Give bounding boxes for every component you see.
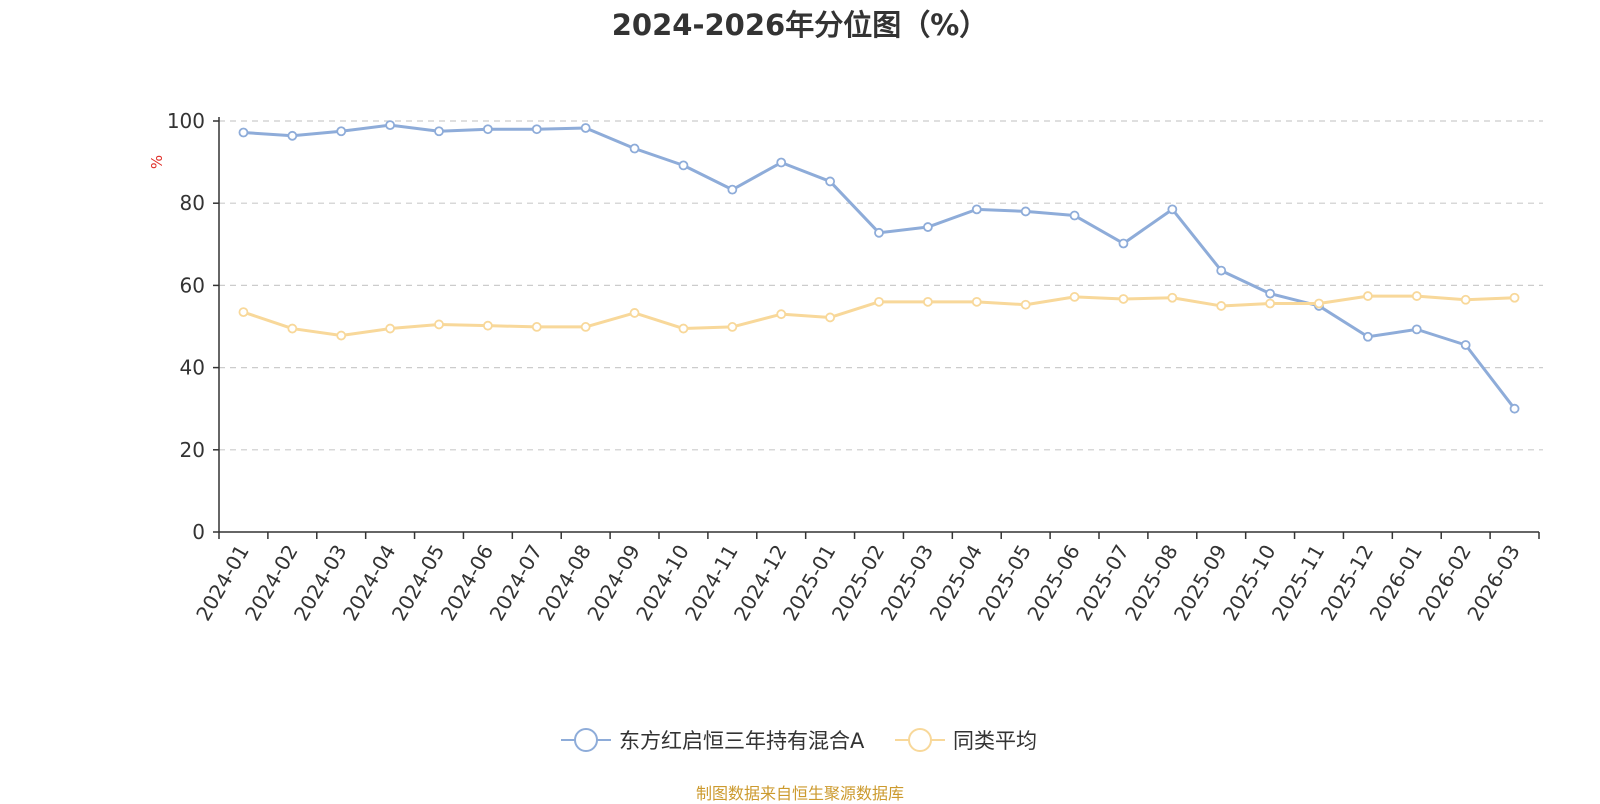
data-point — [629, 143, 640, 154]
data-point — [1167, 292, 1178, 303]
data-point — [776, 309, 787, 320]
data-point — [1314, 298, 1324, 309]
data-point — [825, 176, 836, 187]
y-axis-unit-label: % — [148, 155, 166, 169]
y-tick-label: 0 — [192, 520, 205, 544]
data-point — [385, 120, 396, 131]
data-point — [385, 323, 396, 334]
data-point — [1216, 265, 1227, 276]
data-point — [874, 296, 884, 307]
data-point — [434, 319, 444, 330]
data-point — [336, 126, 347, 137]
data-point — [727, 184, 738, 195]
y-tick-label: 100 — [167, 109, 205, 133]
data-point — [1460, 340, 1471, 350]
data-point — [874, 227, 884, 238]
y-tick-label: 20 — [180, 438, 205, 462]
data-point — [727, 322, 738, 332]
data-point — [678, 323, 689, 334]
data-point — [1265, 288, 1276, 299]
legend-label: 东方红启恒三年持有混合A — [619, 729, 865, 753]
series-line-1 — [243, 123, 1516, 410]
data-point — [1118, 294, 1129, 304]
series-lines — [238, 120, 1520, 414]
data-point — [776, 157, 787, 168]
legend-item-1[interactable]: 东方红启恒三年持有混合A — [561, 728, 865, 753]
source-note: 制图数据来自恒生聚源数据库 — [695, 784, 904, 803]
data-point — [1509, 403, 1520, 414]
data-point — [531, 124, 542, 135]
data-point — [580, 123, 591, 133]
axes: 020406080100%2024-012024-022024-032024-0… — [148, 109, 1540, 625]
data-point — [678, 160, 689, 171]
legend-item-2[interactable]: 同类平均 — [895, 728, 1037, 753]
data-point — [629, 308, 640, 318]
data-point — [1069, 210, 1080, 221]
data-point — [1460, 294, 1471, 305]
data-point — [1118, 238, 1129, 249]
y-tick-label: 40 — [180, 356, 205, 380]
data-point — [434, 126, 444, 137]
data-point — [1362, 291, 1373, 301]
data-point — [238, 307, 249, 318]
data-point — [1265, 298, 1276, 309]
data-point — [482, 320, 493, 331]
data-point — [971, 296, 982, 307]
data-point — [336, 330, 347, 341]
data-point — [922, 296, 933, 307]
y-tick-label: 60 — [180, 273, 205, 297]
legend-label: 同类平均 — [953, 729, 1037, 753]
grid-lines — [219, 120, 1543, 451]
data-point — [238, 127, 249, 138]
data-point — [1216, 301, 1227, 311]
data-point — [1411, 324, 1422, 335]
data-point — [287, 130, 298, 141]
chart-title: 2024-2026年分位图（%） — [611, 8, 989, 42]
data-point — [971, 204, 982, 215]
data-point — [825, 312, 836, 323]
data-point — [1167, 204, 1178, 215]
data-point — [1020, 299, 1031, 310]
data-point — [482, 124, 493, 135]
data-point — [1509, 292, 1520, 303]
data-point — [531, 322, 542, 332]
data-point — [1362, 331, 1373, 342]
data-point — [922, 222, 933, 232]
legend-marker — [908, 728, 932, 752]
data-point — [1020, 206, 1031, 217]
legend-marker — [574, 728, 598, 752]
data-point — [1411, 291, 1422, 301]
legend[interactable]: 东方红启恒三年持有混合A 同类平均 — [561, 728, 1037, 753]
y-tick-label: 80 — [180, 191, 205, 215]
data-point — [287, 323, 298, 334]
data-point — [1069, 292, 1080, 302]
data-point — [580, 322, 591, 332]
